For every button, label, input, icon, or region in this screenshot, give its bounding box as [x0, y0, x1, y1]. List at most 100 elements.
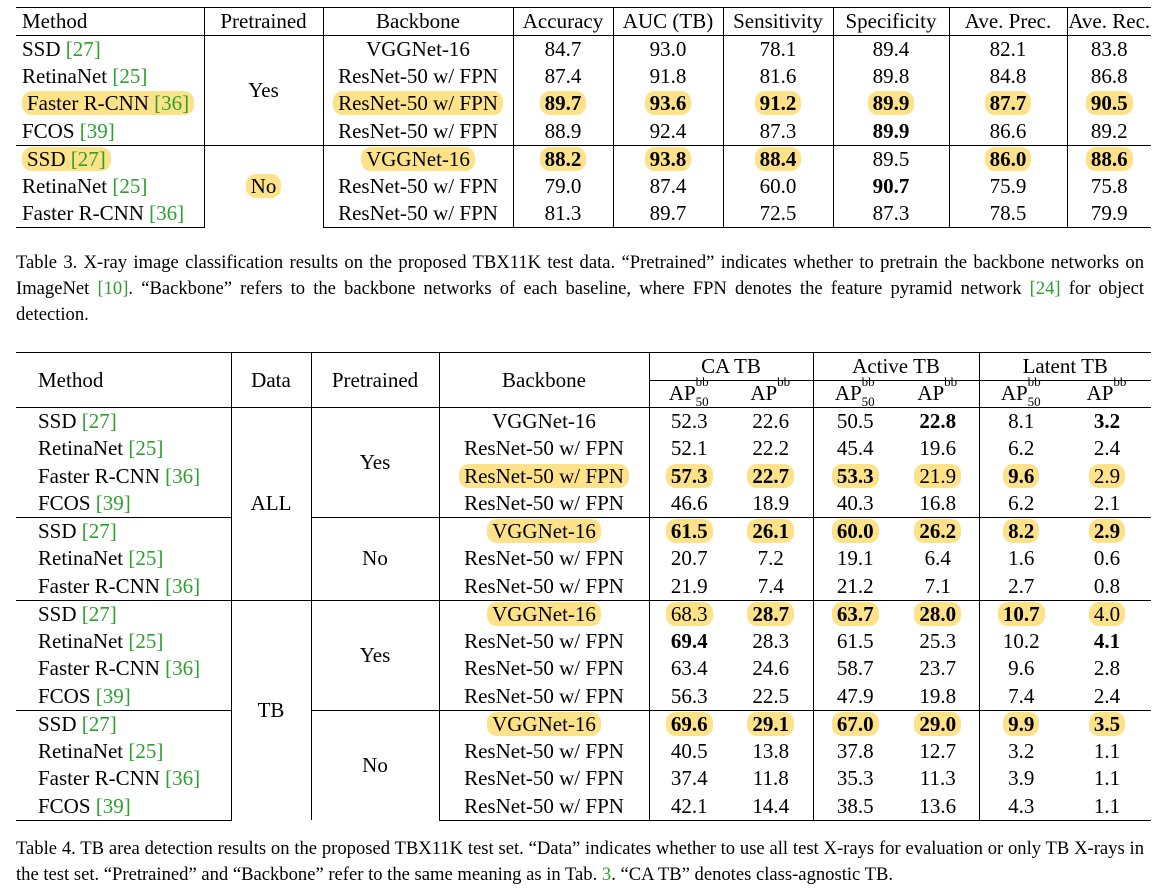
ap-subscript: 50 — [861, 394, 875, 410]
value-cell: 46.6 — [649, 490, 729, 518]
value-cell: 29.0 — [897, 709, 980, 738]
table-row: RetinaNet [25] ResNet-50 w/ FPN 79.0 87.4 60… — [16, 172, 1151, 201]
ap-label: AP bb — [917, 375, 957, 406]
value: 61.5 — [836, 628, 874, 653]
value-cell: 19.1 — [813, 545, 897, 573]
citation-link[interactable]: [25] — [128, 738, 164, 763]
method-label: Faster R-CNN — [38, 573, 160, 598]
citation-link[interactable]: [36] — [149, 201, 185, 225]
value-cell: 19.8 — [897, 682, 980, 710]
value: 9.6 — [1003, 463, 1040, 488]
citation-link[interactable]: [10] — [97, 278, 129, 299]
value-cell: 37.8 — [813, 738, 897, 766]
method-label: SSD — [22, 36, 61, 61]
citation-link[interactable]: [27] — [65, 36, 101, 61]
citation-link[interactable]: [25] — [128, 436, 164, 461]
value: 26.1 — [747, 519, 795, 543]
value-cell: 23.7 — [897, 655, 980, 683]
method-cell: Faster R-CNN [36] — [16, 200, 205, 228]
value: 4.1 — [1093, 628, 1121, 653]
citation-link[interactable]: [36] — [165, 573, 201, 598]
value: 23.7 — [919, 656, 957, 681]
value-cell: 87.3 — [833, 200, 950, 228]
value-cell: 24.6 — [729, 655, 814, 683]
citation-link[interactable]: [36] — [165, 463, 201, 488]
citation-link[interactable]: [27] — [81, 519, 117, 543]
ap-superscript: bb — [861, 374, 875, 390]
value-cell: 88.4 — [723, 144, 834, 173]
value: 19.6 — [919, 436, 957, 461]
value: 14.4 — [752, 793, 790, 818]
method-label: RetinaNet — [38, 738, 124, 763]
ap-label: AP bb — [750, 375, 790, 406]
citation-link[interactable]: [25] — [128, 546, 164, 571]
citation-link[interactable]: [27] — [70, 146, 106, 171]
table-row: SSD [27] ALL Yes VGGNet-16 52.3 22.6 50.5 22.8 8… — [16, 407, 1151, 600]
table-row: SSD [27] TB Yes VGGNet-16 68.3 28.7 63.7 28.0 10… — [16, 599, 1151, 820]
bold-value: 87.7 — [984, 91, 1032, 116]
method-cell: Faster R-CNN [36] — [16, 462, 232, 490]
value-cell: 61.5 — [813, 628, 897, 656]
method-name: SSD [27] — [38, 409, 117, 433]
citation-link[interactable]: [39] — [95, 683, 131, 708]
citation-link[interactable]: [27] — [81, 601, 117, 626]
backbone: ResNet-50 w/ FPN — [338, 173, 498, 198]
value-cell: 78.5 — [949, 200, 1068, 228]
bold-value: 9.9 — [1003, 711, 1040, 736]
header-active-tb: Active TB — [813, 352, 980, 381]
value-cell: 2.9 — [1063, 517, 1151, 545]
value-cell: 22.7 — [729, 462, 814, 490]
value: 89.5 — [872, 146, 910, 171]
value: 29.1 — [747, 711, 795, 736]
citation-link[interactable]: [27] — [81, 711, 117, 736]
citation-link[interactable]: [25] — [128, 628, 164, 653]
value: 12.7 — [919, 738, 957, 763]
value-cell: 75.8 — [1067, 173, 1151, 201]
method-cell: Faster R-CNN [36] — [16, 655, 232, 683]
value-cell: 29.1 — [729, 709, 814, 738]
value-cell: 2.9 — [1063, 463, 1151, 491]
bold-value: 90.5 — [1085, 91, 1133, 116]
backbone-cell: ResNet-50 w/ FPN — [439, 545, 650, 573]
method-name: FCOS [39] — [22, 119, 115, 143]
bold-value: 88.4 — [754, 146, 802, 171]
citation-link[interactable]: [25] — [112, 173, 148, 198]
bold-value: 53.3 — [831, 463, 879, 488]
method-cell: SSD [27] — [16, 144, 205, 173]
value: 87.3 — [759, 118, 797, 143]
table-row: Faster R-CNN [36] ResNet-50 w/ FPN 89.7 93.… — [16, 90, 1151, 118]
value: 1.6 — [1008, 546, 1035, 571]
citation-link[interactable]: [27] — [81, 409, 117, 433]
citation-link[interactable]: [39] — [95, 793, 131, 818]
value: 8.1 — [1008, 409, 1035, 433]
citation-link[interactable]: [24] — [1029, 278, 1061, 299]
value: 89.9 — [872, 118, 910, 143]
value: 28.7 — [747, 601, 795, 626]
citation-link[interactable]: [36] — [154, 91, 190, 116]
value: 60.0 — [831, 519, 879, 543]
citation-link[interactable]: [36] — [165, 656, 201, 681]
header-ca-tb: CA TB — [649, 352, 814, 381]
citation-link[interactable]: [39] — [95, 491, 131, 515]
citation-link[interactable]: [39] — [79, 118, 115, 143]
ap-text: AP — [668, 381, 696, 406]
ap-subheader: AP bb 50 — [979, 375, 1063, 408]
backbone-cell: ResNet-50 w/ FPN — [439, 792, 650, 821]
bold-value: 26.2 — [914, 519, 962, 543]
value-cell: 7.4 — [729, 572, 814, 600]
value-cell: 35.3 — [813, 765, 897, 793]
bold-value: 69.6 — [665, 711, 713, 736]
value-cell: 37.4 — [649, 765, 729, 793]
value: 1.1 — [1093, 738, 1121, 763]
value: 26.2 — [914, 519, 962, 543]
citation-link[interactable]: [25] — [112, 63, 148, 88]
value: 78.1 — [759, 36, 797, 61]
citation-link[interactable]: [36] — [165, 766, 201, 791]
bold-value: 22.7 — [747, 463, 795, 488]
value: 0.6 — [1093, 546, 1121, 571]
value-cell: 2.1 — [1063, 490, 1151, 518]
citation-link[interactable]: 3 — [601, 864, 612, 885]
method-label: FCOS — [38, 491, 91, 515]
header-method: Method — [16, 352, 232, 408]
method-cell: FCOS [39] — [16, 682, 232, 710]
